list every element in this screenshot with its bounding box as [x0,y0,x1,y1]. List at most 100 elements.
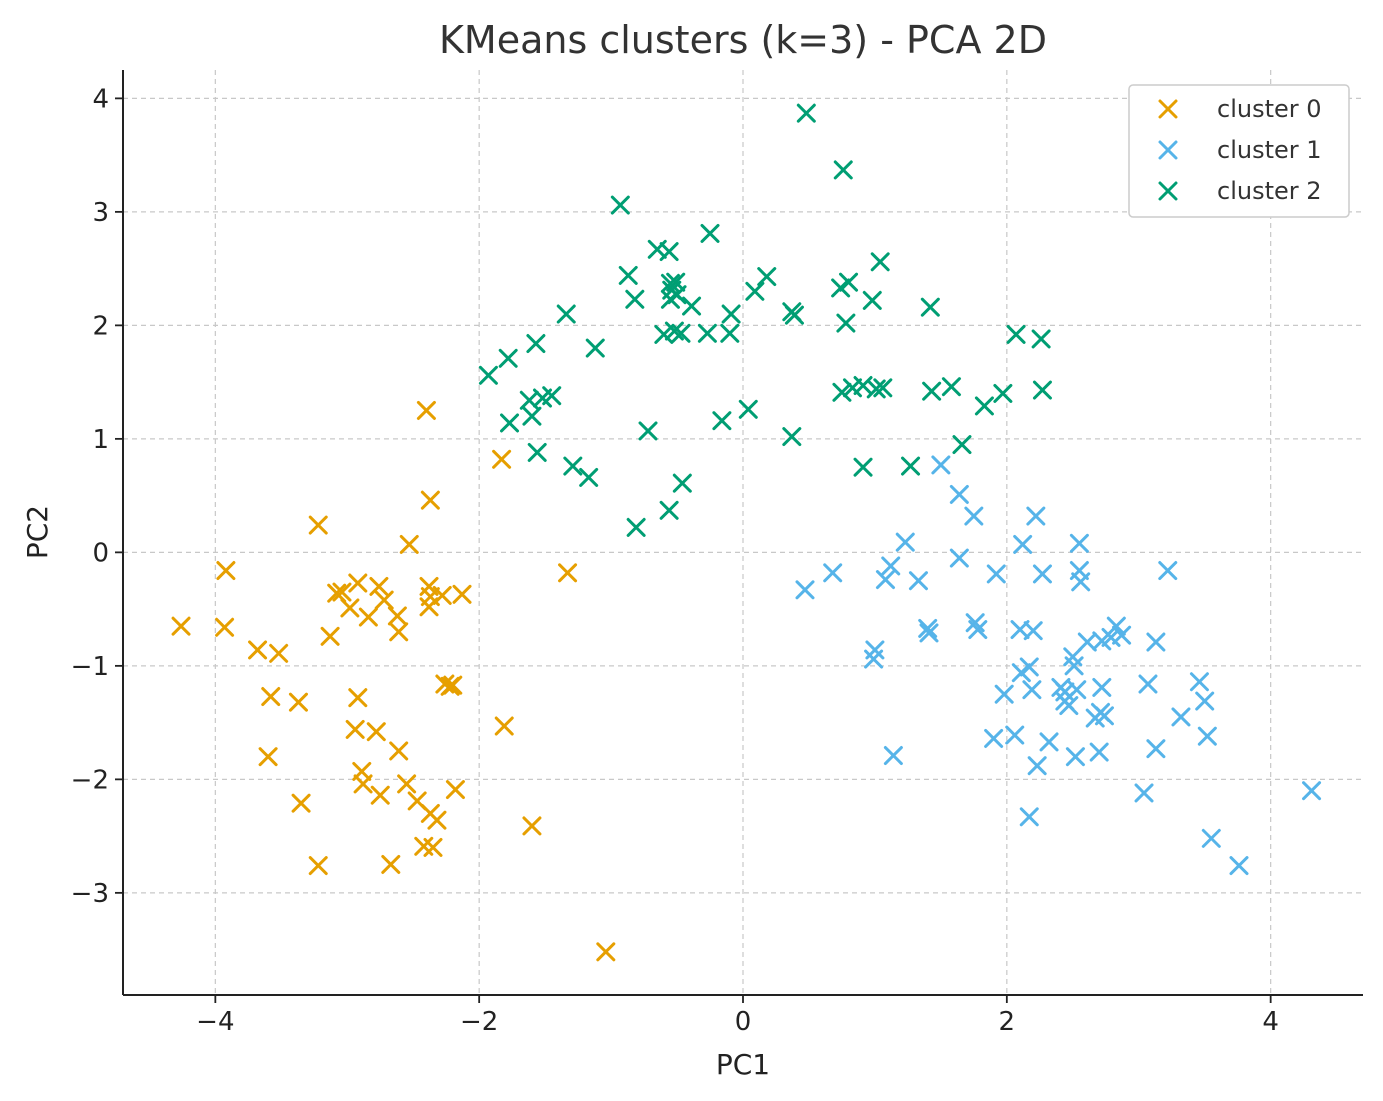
data-point-cluster-2 [839,272,859,292]
data-point-cluster-2 [563,456,583,476]
data-point-cluster-2 [556,304,576,324]
data-point-cluster-1 [1022,680,1042,700]
data-point-cluster-0 [370,785,390,805]
data-point-cluster-0 [308,515,328,535]
x-tick-label: 0 [735,1007,752,1037]
data-point-cluster-1 [1069,533,1089,553]
data-point-cluster-2 [682,296,702,316]
data-point-cluster-2 [922,381,942,401]
data-point-cluster-1 [1026,506,1046,526]
data-point-cluster-2 [659,500,679,520]
data-point-cluster-1 [875,570,895,590]
data-point-cluster-1 [1171,707,1191,727]
data-point-cluster-0 [288,692,308,712]
data-point-cluster-2 [1031,329,1051,349]
data-point-cluster-0 [389,741,409,761]
data-point-cluster-1 [984,728,1004,748]
legend-box [1128,84,1350,218]
data-point-cluster-2 [757,267,777,287]
data-point-cluster-0 [427,810,447,830]
data-point-cluster-2 [866,379,886,399]
data-point-cluster-1 [949,484,969,504]
legend: cluster 0 cluster 1 cluster 2 [1128,84,1350,218]
data-point-cluster-1 [1092,677,1112,697]
data-point-cluster-0 [366,722,386,742]
data-point-cluster-0 [291,793,311,813]
data-point-cluster-0 [387,606,407,626]
data-point-cluster-0 [340,598,360,618]
data-point-cluster-1 [795,580,815,600]
data-point-cluster-0 [369,576,389,596]
data-point-cluster-1 [964,506,984,526]
data-point-cluster-1 [1158,561,1178,581]
data-point-cluster-1 [1201,828,1221,848]
x-tick-label: 4 [1262,1007,1279,1037]
data-point-cluster-2 [721,304,741,324]
data-point-cluster-0 [381,854,401,874]
data-point-cluster-0 [522,816,542,836]
data-point-cluster-2 [526,334,546,354]
y-tick-label: 0 [92,538,109,568]
data-point-cluster-1 [1094,706,1114,726]
x-axis-title: PC1 [716,1048,770,1081]
data-point-cluster-1 [1023,621,1043,641]
legend-marker-cluster-2 [1158,181,1178,201]
chart-title: KMeans clusters (k=3) - PCA 2D [439,18,1047,62]
y-axis-title: PC2 [21,505,54,559]
data-point-cluster-2 [870,252,890,272]
data-point-cluster-1 [823,563,843,583]
data-point-cluster-0 [423,837,443,857]
data-point-cluster-1 [1229,856,1249,876]
data-point-cluster-1 [986,564,1006,584]
data-point-cluster-1 [1027,756,1047,776]
data-point-cluster-1 [865,640,885,660]
data-point-cluster-0 [374,590,394,610]
data-point-cluster-2 [522,406,542,426]
data-point-cluster-1 [1101,627,1121,647]
data-point-cluster-1 [1195,691,1215,711]
data-point-cluster-0 [399,534,419,554]
data-point-cluster-1 [1106,616,1126,636]
data-point-cluster-0 [308,856,328,876]
data-point-cluster-2 [901,456,921,476]
data-point-cluster-0 [494,716,514,736]
data-point-cluster-2 [842,378,862,398]
data-point-cluster-2 [833,160,853,180]
data-point-cluster-1 [1138,674,1158,694]
data-point-cluster-1 [1064,656,1084,676]
y-tick-label: 2 [92,311,109,341]
data-point-cluster-1 [1039,732,1059,752]
data-point-cluster-1 [1146,632,1166,652]
data-point-cluster-1 [1067,680,1087,700]
data-point-cluster-1 [1077,632,1097,652]
data-point-cluster-1 [968,620,988,640]
data-point-cluster-1 [1189,672,1209,692]
data-point-cluster-0 [248,640,268,660]
data-point-cluster-2 [993,383,1013,403]
data-point-cluster-0 [432,585,452,605]
y-tick-label: 4 [92,84,109,114]
data-point-cluster-1 [931,455,951,475]
data-point-cluster-1 [1302,781,1322,801]
x-tick-label: 2 [999,1007,1016,1037]
data-point-cluster-1 [994,684,1014,704]
data-point-cluster-0 [596,942,616,962]
data-point-cluster-1 [1011,663,1031,683]
data-point-cluster-0 [332,582,352,602]
data-point-cluster-1 [1059,696,1079,716]
legend-label-cluster-0: cluster 0 [1217,95,1322,123]
y-tick-label: 3 [92,198,109,228]
data-point-cluster-0 [348,688,368,708]
data-point-cluster-2 [660,273,680,293]
data-point-cluster-2 [1032,380,1052,400]
data-point-cluster-1 [1134,783,1154,803]
data-point-cluster-2 [862,290,882,310]
data-point-cluster-2 [667,285,687,305]
data-point-cluster-1 [1032,564,1052,584]
data-point-cluster-0 [269,643,289,663]
data-point-cluster-2 [527,442,547,462]
data-point-cluster-2 [784,305,804,325]
legend-label-cluster-2: cluster 2 [1217,177,1322,205]
data-point-cluster-0 [445,780,465,800]
